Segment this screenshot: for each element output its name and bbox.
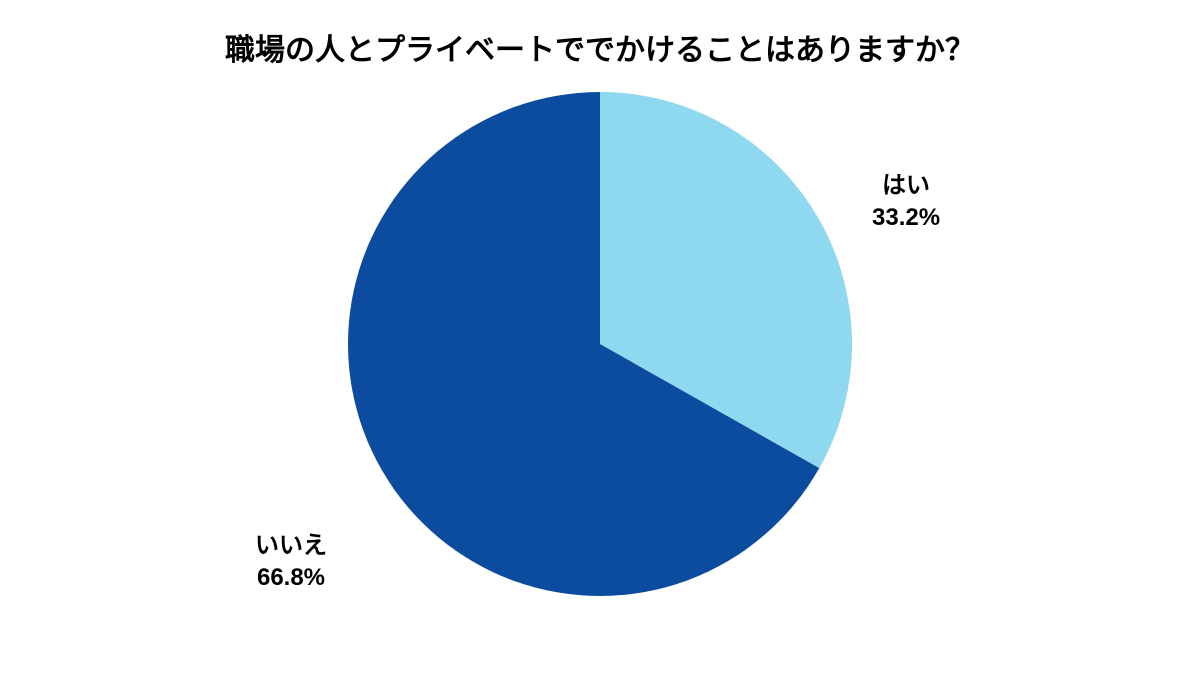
- pie-chart-svg: [348, 92, 852, 596]
- slice-label-no: いいえ 66.8%: [255, 530, 327, 595]
- chart-title: 職場の人とプライベートででかけることはありますか？: [225, 25, 975, 69]
- slice-label-yes-percent: 33.2%: [872, 202, 940, 234]
- pie-chart: [348, 92, 852, 601]
- slice-label-no-text: いいえ: [255, 530, 327, 562]
- slice-label-yes-text: はい: [872, 170, 940, 202]
- slice-label-no-percent: 66.8%: [255, 562, 327, 594]
- slice-label-yes: はい 33.2%: [872, 170, 940, 235]
